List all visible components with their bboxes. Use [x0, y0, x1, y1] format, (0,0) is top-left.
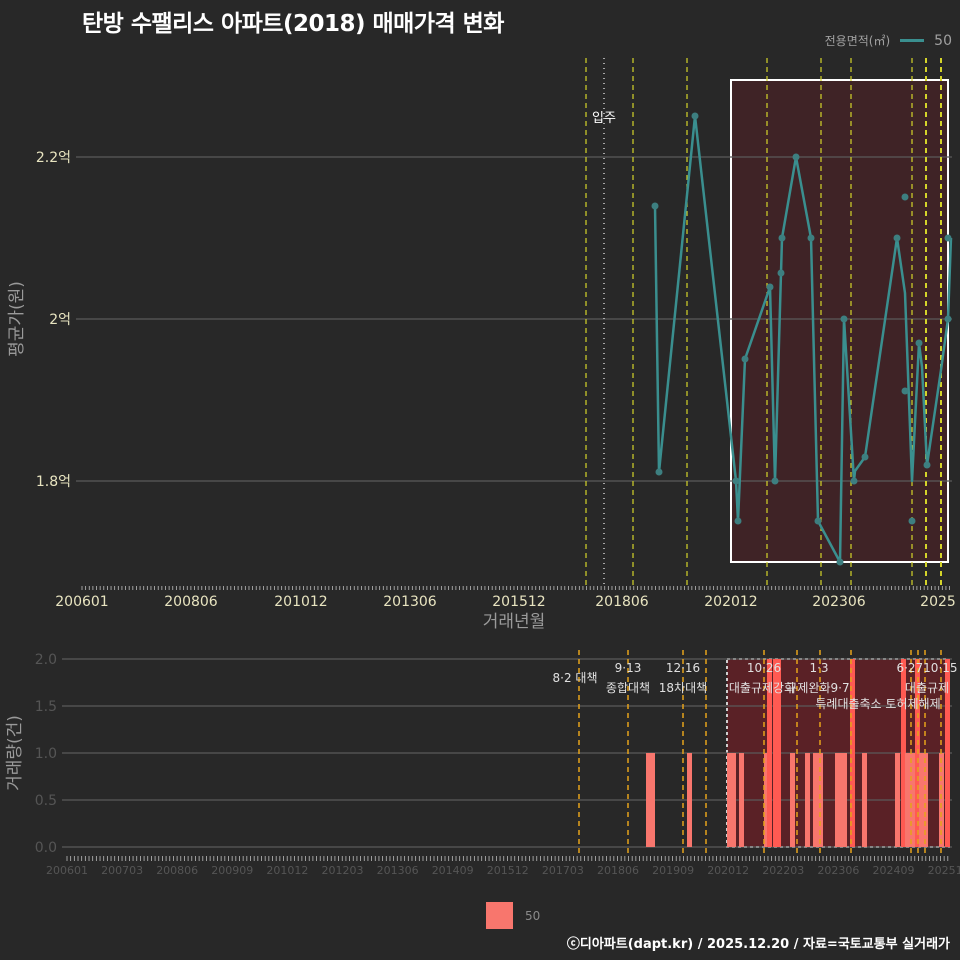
x-tick-label: 201512 — [492, 594, 545, 610]
price-point — [894, 235, 901, 242]
y-axis-title-bottom: 거래량(건) — [5, 715, 25, 791]
price-point — [902, 194, 909, 201]
price-point — [909, 518, 916, 525]
x-tick-label: 200909 — [211, 864, 253, 877]
x-tick-label: 201306 — [383, 594, 437, 610]
x-tick-label: 200601 — [55, 594, 108, 610]
y-tick-label: 0.5 — [35, 793, 57, 809]
volume-bar — [905, 753, 910, 847]
y-tick-label: 2억 — [49, 312, 71, 328]
x-tick-label: 201909 — [652, 864, 694, 877]
policy-label: 10·26 — [747, 661, 781, 675]
price-point — [652, 203, 659, 210]
policy-label: 8·2 대책 — [553, 670, 598, 685]
volume-bar — [739, 753, 744, 847]
policy-label: 18차대책 — [659, 680, 707, 695]
volume-bar — [650, 753, 655, 847]
price-point — [837, 559, 844, 566]
x-tick-label: 202012 — [704, 594, 757, 610]
price-point — [779, 235, 786, 242]
policy-label: 대출규제강화 — [729, 681, 795, 695]
policy-label: 1·3 — [809, 661, 828, 675]
x-tick-label: 201806 — [595, 594, 649, 610]
y-tick-label: 2.0 — [35, 652, 57, 668]
price-point — [945, 316, 952, 323]
price-point — [733, 478, 740, 485]
source-footer: ⓒ디아파트(dapt.kr) / 2025.12.20 / 자료=국토교통부 실… — [567, 933, 950, 952]
x-tick-label: 201306 — [377, 864, 419, 877]
price-point — [924, 462, 931, 469]
price-point — [735, 518, 742, 525]
policy-label: 6·2710·15 — [896, 661, 957, 675]
x-tick-label: 202306 — [817, 864, 859, 877]
price-point — [862, 454, 869, 461]
x-tick-label: 202012 — [707, 864, 749, 877]
x-tick-label: 202306 — [812, 594, 866, 610]
price-point — [916, 340, 923, 347]
volume-bar — [731, 753, 736, 847]
price-point — [772, 478, 779, 485]
price-point — [945, 235, 952, 242]
price-point — [742, 356, 749, 363]
x-tick-label: 201409 — [432, 864, 474, 877]
x-tick-label: 201203 — [322, 864, 364, 877]
volume-bar — [862, 753, 867, 847]
price-point — [808, 235, 815, 242]
highlight-box — [731, 80, 948, 562]
policy-label: 12·16 — [666, 661, 700, 675]
x-tick-label: 2025 — [920, 594, 956, 610]
y-tick-label: 2.2억 — [36, 150, 71, 166]
price-point — [851, 478, 858, 485]
bar-legend: 50 — [486, 902, 540, 929]
y-tick-label: 1.5 — [35, 699, 57, 715]
x-tick-label: 200703 — [101, 864, 143, 877]
volume-bar — [687, 753, 692, 847]
price-point — [767, 284, 774, 291]
move-in-label: 입주 — [592, 111, 616, 126]
price-point — [815, 518, 822, 525]
x-tick-label: 202203 — [762, 864, 804, 877]
policy-label: 특례대출축소 토허제해제 — [815, 697, 940, 711]
policy-label: 대출규제 — [905, 681, 949, 695]
legend-bar-label: 50 — [525, 909, 540, 923]
x-tick-label: 201512 — [487, 864, 529, 877]
policy-label: 9·13 — [615, 661, 642, 675]
y-tick-label: 0.0 — [35, 840, 57, 856]
price-point — [841, 316, 848, 323]
y-tick-label: 1.8억 — [36, 474, 71, 490]
x-axis-title: 거래년월 — [483, 612, 546, 632]
chart-canvas: 2.2억 2억 1.8억 입주 200601 200806 201012 201306 2015… — [0, 0, 960, 960]
price-point — [902, 388, 909, 395]
volume-bar — [805, 753, 810, 847]
x-tick-label: 201012 — [266, 864, 308, 877]
x-tick-label: 202512 — [928, 864, 960, 877]
volume-bar — [813, 753, 818, 847]
x-tick-label: 201703 — [542, 864, 584, 877]
legend-bar-swatch-icon — [486, 902, 513, 929]
price-point — [793, 154, 800, 161]
x-tick-label: 200806 — [164, 594, 218, 610]
x-tick-label: 201012 — [274, 594, 327, 610]
x-tick-label: 200601 — [46, 864, 88, 877]
x-tick-label: 201806 — [597, 864, 639, 877]
x-tick-label: 202409 — [873, 864, 915, 877]
price-point — [778, 270, 785, 277]
price-point — [692, 113, 699, 120]
x-tick-label: 200806 — [156, 864, 198, 877]
policy-label: 종합대책 — [606, 680, 650, 695]
y-axis-title: 평균가(원) — [7, 281, 27, 357]
price-point — [656, 469, 663, 476]
policy-label: 규제완화9·7 — [786, 681, 849, 695]
volume-bar — [842, 753, 847, 847]
volume-bar — [895, 753, 900, 847]
y-tick-label: 1.0 — [35, 746, 57, 762]
volume-bar — [790, 753, 795, 847]
